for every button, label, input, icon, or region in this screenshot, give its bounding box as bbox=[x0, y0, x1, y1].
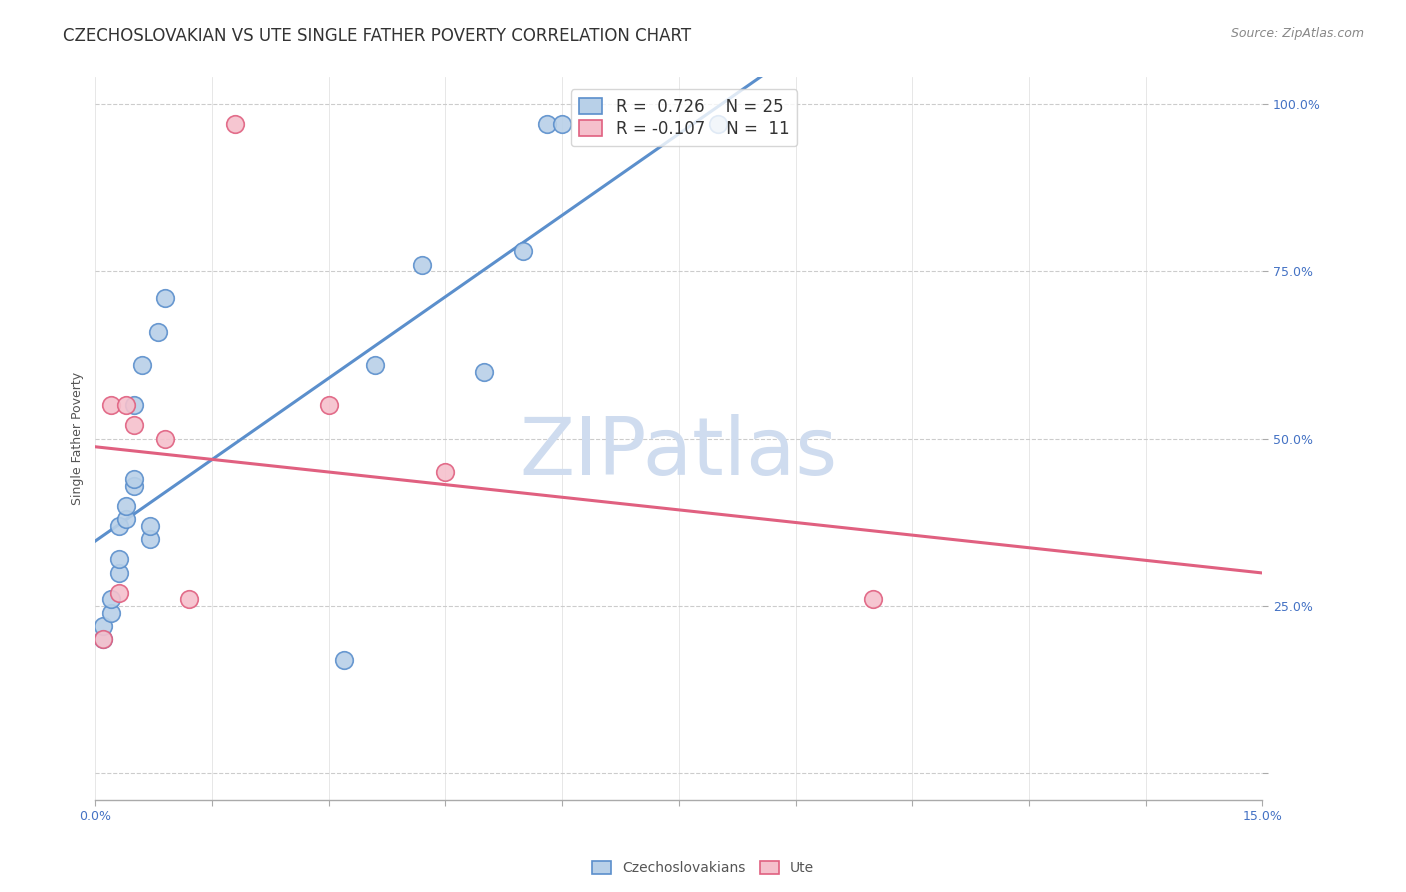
Point bbox=[122, 478, 145, 492]
Text: CZECHOSLOVAKIAN VS UTE SINGLE FATHER POVERTY CORRELATION CHART: CZECHOSLOVAKIAN VS UTE SINGLE FATHER POV… bbox=[63, 27, 692, 45]
Legend: R =  0.726    N = 25, R = -0.107    N =  11: R = 0.726 N = 25, R = -0.107 N = 11 bbox=[571, 89, 797, 146]
Point bbox=[512, 244, 534, 259]
Point bbox=[107, 585, 129, 599]
Point bbox=[333, 652, 356, 666]
Point bbox=[411, 258, 433, 272]
Point bbox=[146, 325, 169, 339]
Point bbox=[318, 398, 340, 412]
Point bbox=[707, 117, 730, 131]
Point bbox=[122, 472, 145, 486]
Point bbox=[115, 512, 138, 526]
Point bbox=[862, 592, 884, 607]
Point bbox=[107, 566, 129, 580]
Point bbox=[155, 432, 177, 446]
Point bbox=[107, 518, 129, 533]
Point bbox=[551, 117, 574, 131]
Point bbox=[115, 398, 138, 412]
Point bbox=[177, 592, 200, 607]
Point bbox=[139, 532, 162, 546]
Point bbox=[474, 365, 496, 379]
Text: Source: ZipAtlas.com: Source: ZipAtlas.com bbox=[1230, 27, 1364, 40]
Point bbox=[364, 358, 387, 372]
Point bbox=[107, 552, 129, 566]
Point bbox=[91, 632, 114, 647]
Point bbox=[131, 358, 153, 372]
Point bbox=[91, 619, 114, 633]
Point bbox=[91, 632, 114, 647]
Point bbox=[100, 592, 122, 607]
Point bbox=[100, 398, 122, 412]
Point bbox=[115, 499, 138, 513]
Point bbox=[122, 418, 145, 433]
Point bbox=[536, 117, 558, 131]
Point bbox=[100, 606, 122, 620]
Point bbox=[139, 518, 162, 533]
Y-axis label: Single Father Poverty: Single Father Poverty bbox=[72, 372, 84, 505]
Point bbox=[434, 465, 457, 479]
Legend: Czechoslovakians, Ute: Czechoslovakians, Ute bbox=[586, 855, 820, 880]
Point bbox=[122, 398, 145, 412]
Point bbox=[224, 117, 246, 131]
Point bbox=[155, 291, 177, 305]
Text: ZIPatlas: ZIPatlas bbox=[520, 414, 838, 492]
